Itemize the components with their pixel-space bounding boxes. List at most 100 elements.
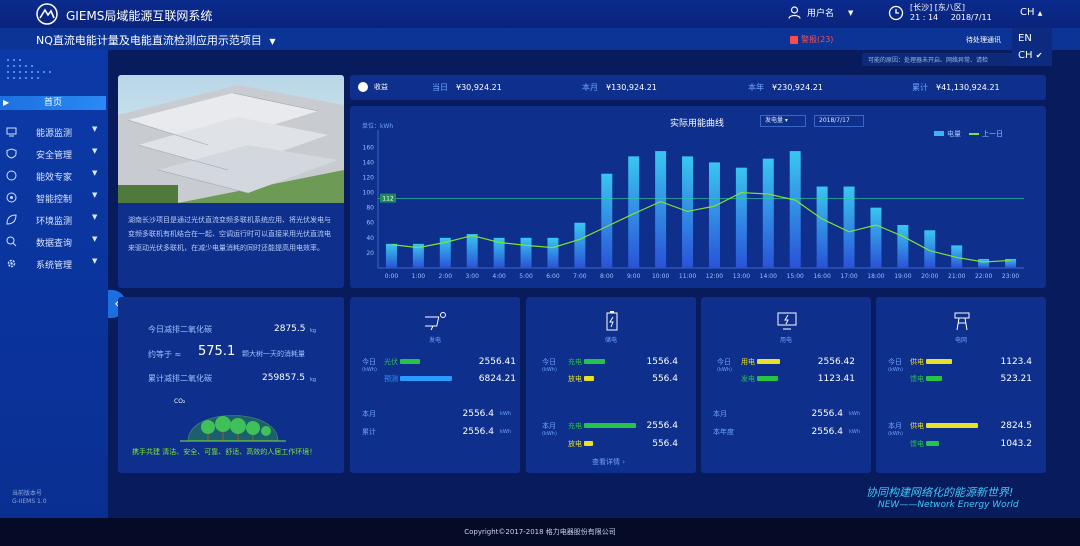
time-text: 21 : 14: [910, 13, 939, 22]
bar: [924, 230, 936, 268]
bar: [682, 156, 694, 268]
project-selector[interactable]: NQ直流电能计量及电能直流检测应用示范项目 ▼: [36, 34, 276, 47]
sidebar-item-safety[interactable]: 安全管理 ▼: [0, 144, 106, 164]
caret-down-icon: ▼: [92, 147, 98, 155]
language-toggle[interactable]: CH ▲: [1020, 7, 1043, 18]
co2-panel: 今日减排二氧化碳 2875.5 kg 约等于 ≈ 575.1 颗大树一天的消耗量…: [118, 297, 344, 473]
bar: [547, 237, 559, 268]
clock: [长沙] [东八区] 21 : 14 2018/7/11: [888, 3, 992, 23]
x-tick-label: 16:00: [813, 273, 830, 280]
sidebar-item-system[interactable]: 系统管理 ▼: [0, 254, 106, 274]
x-tick-label: 8:00: [600, 273, 614, 280]
brand-slogan: 协同构建网络化的能源新世界!: [866, 486, 1014, 499]
bar: [951, 245, 963, 268]
user-icon: [788, 6, 801, 19]
check-icon: ✔: [1035, 51, 1043, 60]
series-line: [391, 191, 1011, 263]
decor-dots: [7, 59, 51, 79]
x-tick-label: 15:00: [787, 273, 804, 280]
grid-panel: 电网 今日 (kWh) 供电 1123.4 馈电 523.21 本月 (kWh) 供…: [876, 297, 1046, 473]
factory-photo: [118, 75, 344, 203]
bar: [978, 258, 990, 268]
project-panel: 湖南长沙项目是通过光伏直流变频多联机系统应用、将光伏发电与变频多联机有机结合在一…: [118, 75, 344, 288]
pending-link[interactable]: 待处理通讯: [966, 36, 1001, 44]
chevron-down-icon: ▼: [848, 8, 854, 17]
chevron-left-icon: ‹: [114, 296, 120, 312]
caret-up-icon: ▲: [1037, 10, 1043, 17]
caret-down-icon: ▼: [92, 235, 98, 243]
y-tick-label: 140: [363, 159, 375, 166]
caret-down-icon: ▼: [269, 37, 276, 46]
panel-title: 储电: [604, 337, 617, 344]
y-tick-label: 160: [363, 144, 375, 151]
bar: [385, 243, 397, 268]
x-tick-label: 10:00: [652, 273, 669, 280]
income-label: 收益: [374, 83, 388, 91]
bar: [628, 156, 640, 268]
monitor-icon: [6, 127, 17, 137]
x-tick-label: 11:00: [679, 273, 696, 280]
sidebar-item-smart-control[interactable]: 智能控制 ▼: [0, 188, 106, 208]
income-bar: 收益 当日 ¥30,924.21 本月 ¥130,924.21 本年 ¥230,924…: [350, 75, 1046, 100]
date-text: 2018/7/11: [950, 13, 992, 22]
sidebar-item-environment[interactable]: 环境监测 ▼: [0, 210, 106, 230]
caret-down-icon: ▼: [92, 257, 98, 265]
bar-fill: [584, 376, 595, 381]
consumption-panel: 用电 今日 (kWh) 用电 2556.42 发电 1123.41 本月 2556…: [701, 297, 871, 473]
x-tick-label: 18:00: [867, 273, 884, 280]
bar-fill: [584, 359, 605, 364]
x-tick-label: 12:00: [706, 273, 723, 280]
reference-label: 112: [382, 196, 394, 203]
sidebar-item-efficiency[interactable]: 能效专家 ▼: [0, 166, 106, 186]
generation-panel: 发电 今日 (kWh) 光伏 2556.41 预测 6824.21 本月 2556…: [350, 297, 520, 473]
legend-bar: 电量: [934, 129, 961, 139]
lang-option-ch[interactable]: CH ✔: [1018, 50, 1043, 61]
app-title: GIEMS局域能源互联网系统: [66, 9, 213, 23]
bar: [601, 173, 613, 268]
battery-icon: [606, 311, 618, 331]
y-tick-label: 120: [363, 174, 375, 181]
x-tick-label: 0:00: [385, 273, 399, 280]
chart-date-picker[interactable]: 2018/7/17: [814, 115, 864, 127]
sidebar-item-home[interactable]: ▶ 首页: [0, 96, 106, 110]
chart-unit: 单位：kWh: [362, 123, 394, 130]
caret-down-icon: ▼: [92, 213, 98, 221]
bar: [493, 237, 505, 268]
project-bar: NQ直流电能计量及电能直流检测应用示范项目 ▼ 警报(23) 待处理通讯: [0, 28, 1080, 50]
lang-option-en[interactable]: EN: [1018, 33, 1032, 44]
bar: [843, 186, 855, 268]
x-tick-label: 20:00: [921, 273, 938, 280]
notice-text: 可能的原因：处理器未开启、网络异常、请检: [862, 53, 1022, 66]
x-tick-label: 2:00: [439, 273, 453, 280]
chart-legend: 电量 上一日: [934, 129, 1003, 139]
x-tick-label: 7:00: [573, 273, 587, 280]
user-menu[interactable]: 用户名 ▼: [788, 6, 853, 19]
co2-slogan: 携手共建 清洁、安全、可靠、舒适、高效的人居工作环境！: [132, 448, 317, 456]
shield-icon: [6, 148, 17, 159]
sidebar-item-energy-monitor[interactable]: 能源监测 ▼: [0, 122, 106, 142]
gear-icon: [7, 259, 16, 268]
y-tick-label: 100: [363, 190, 375, 197]
chevron-right-icon: ›: [622, 458, 626, 466]
reference-badge: [380, 193, 396, 203]
x-tick-label: 9:00: [627, 273, 641, 280]
x-tick-label: 17:00: [840, 273, 857, 280]
bar: [897, 225, 909, 268]
bar: [870, 207, 882, 268]
power-tower-icon: [954, 312, 970, 331]
alarm-button[interactable]: 警报(23): [790, 34, 833, 45]
x-tick-label: 23:00: [1002, 273, 1019, 280]
chart-type-select[interactable]: 发电量 ▾: [760, 115, 806, 127]
y-tick-label: 60: [366, 220, 374, 227]
x-tick-label: 5:00: [519, 273, 533, 280]
caret-down-icon: ▼: [92, 191, 98, 199]
energy-chart-panel: 单位：kWh 实际用能曲线 发电量 ▾ 2018/7/17 电量 上一日 20 4…: [350, 106, 1046, 288]
panel-title: 电网: [954, 337, 967, 344]
leaf-icon: [6, 214, 17, 225]
sidebar-item-data-query[interactable]: 数据查询 ▼: [0, 232, 106, 252]
panel-title: 发电: [428, 337, 441, 344]
bar-fill: [926, 376, 942, 381]
bar: [655, 151, 667, 268]
view-details-link[interactable]: 查看详情 ›: [592, 458, 626, 466]
x-tick-label: 13:00: [733, 273, 750, 280]
